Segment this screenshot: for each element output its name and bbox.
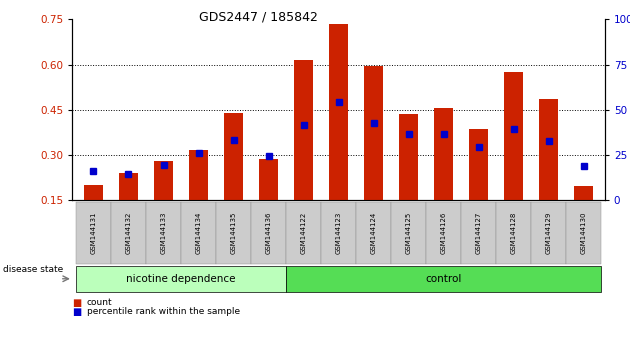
Text: GSM144128: GSM144128 [511,212,517,254]
Bar [504,72,524,200]
Text: ■: ■ [72,298,82,308]
Bar [84,185,103,200]
Text: GSM144130: GSM144130 [581,211,587,254]
Bar [539,99,558,200]
Text: GSM144131: GSM144131 [91,211,96,254]
Text: count: count [87,298,113,307]
Text: GSM144125: GSM144125 [406,212,411,254]
Text: disease state: disease state [3,266,64,274]
Text: control: control [425,274,462,284]
Text: GSM144132: GSM144132 [125,212,132,254]
Bar [329,24,348,200]
Bar [364,66,383,200]
Text: GSM144136: GSM144136 [266,211,272,254]
Bar [259,159,278,200]
Bar [189,150,208,200]
Text: GSM144133: GSM144133 [161,211,166,254]
Bar [294,60,313,200]
Bar [119,173,138,200]
Text: GSM144123: GSM144123 [336,212,341,254]
Bar [574,187,593,200]
Text: GSM144127: GSM144127 [476,212,482,254]
Text: ■: ■ [72,307,82,316]
Bar [469,129,488,200]
Text: nicotine dependence: nicotine dependence [126,274,236,284]
Bar [154,161,173,200]
Bar [224,113,243,200]
Text: GSM144129: GSM144129 [546,212,552,254]
Text: GDS2447 / 185842: GDS2447 / 185842 [199,11,318,24]
Text: percentile rank within the sample: percentile rank within the sample [87,307,240,316]
Text: GSM144124: GSM144124 [370,212,377,254]
Text: GSM144122: GSM144122 [301,212,307,254]
Text: GSM144135: GSM144135 [231,212,236,254]
Bar [434,108,454,200]
Text: GSM144134: GSM144134 [195,212,202,254]
Text: GSM144126: GSM144126 [441,212,447,254]
Bar [399,114,418,200]
